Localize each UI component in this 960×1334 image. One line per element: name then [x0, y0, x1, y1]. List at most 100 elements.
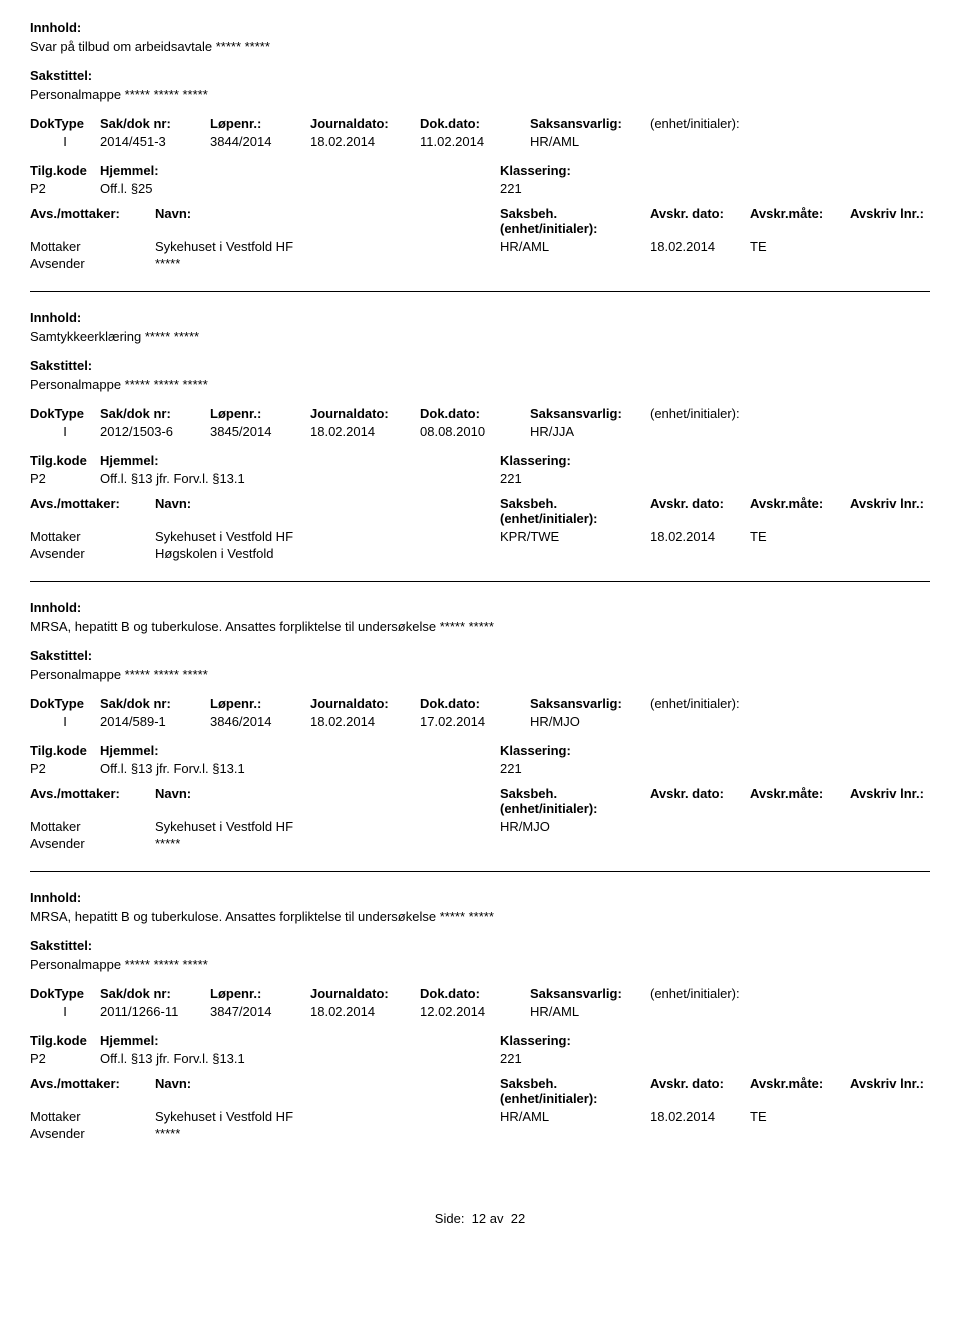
avskrivlnr-label: Avskriv lnr.:: [850, 496, 940, 526]
lopenr-label: Løpenr.:: [210, 986, 310, 1001]
sakdok-label: Sak/dok nr:: [100, 696, 210, 711]
doktype-label: DokType: [30, 986, 100, 1001]
avsender-navn: *****: [155, 1126, 500, 1141]
journal-record: Innhold: Samtykkeerklæring ***** ***** S…: [30, 310, 930, 582]
mottaker-label: Mottaker: [30, 819, 155, 834]
innhold-value: MRSA, hepatitt B og tuberkulose. Ansatte…: [30, 909, 930, 924]
journaldato-value: 18.02.2014: [310, 424, 420, 439]
sakstittel-label: Sakstittel:: [30, 358, 930, 373]
mottaker-row: Mottaker Sykehuset i Vestfold HF HR/AML …: [30, 239, 930, 254]
navn-label: Navn:: [155, 496, 500, 526]
mottaker-navn: Sykehuset i Vestfold HF: [155, 529, 500, 544]
avsender-navn: *****: [155, 836, 500, 851]
doktype-value: I: [30, 1004, 100, 1019]
hjemmel-label: Hjemmel:: [100, 163, 500, 178]
avs-header: Avs./mottaker: Navn: Saksbeh.(enhet/init…: [30, 496, 930, 526]
saksansvarlig-label: Saksansvarlig:: [530, 406, 650, 421]
doktype-label: DokType: [30, 116, 100, 131]
mottaker-saksbeh: HR/AML: [500, 1109, 650, 1124]
lopenr-value: 3846/2014: [210, 714, 310, 729]
dokdato-value: 08.08.2010: [420, 424, 530, 439]
sakstittel-label: Sakstittel:: [30, 938, 930, 953]
mottaker-avskrdato: 18.02.2014: [650, 1109, 750, 1124]
dokdato-value: 11.02.2014: [420, 134, 530, 149]
avsender-row: Avsender *****: [30, 1126, 930, 1141]
journaldato-label: Journaldato:: [310, 406, 420, 421]
page-total: 22: [511, 1211, 525, 1226]
dokdato-label: Dok.dato:: [420, 116, 530, 131]
mottaker-avskrmate: TE: [750, 529, 850, 544]
klassering-value: 221: [500, 1051, 900, 1066]
saksansvarlig-value: HR/MJO: [530, 714, 650, 729]
saksansvarlig-label: Saksansvarlig:: [530, 986, 650, 1001]
enhet-label: (enhet/initialer):: [650, 116, 770, 131]
avsender-row: Avsender *****: [30, 256, 930, 271]
meta-header: DokType Sak/dok nr: Løpenr.: Journaldato…: [30, 986, 930, 1001]
avsmottaker-label: Avs./mottaker:: [30, 206, 155, 236]
avskrmate-label: Avskr.måte:: [750, 1076, 850, 1106]
avsender-label: Avsender: [30, 1126, 155, 1141]
tilgkode-label: Tilg.kode: [30, 163, 100, 178]
avsmottaker-label: Avs./mottaker:: [30, 786, 155, 816]
lopenr-label: Løpenr.:: [210, 406, 310, 421]
dokdato-label: Dok.dato:: [420, 986, 530, 1001]
avsender-label: Avsender: [30, 836, 155, 851]
saksansvarlig-value: HR/AML: [530, 1004, 650, 1019]
avskrivlnr-label: Avskriv lnr.:: [850, 206, 940, 236]
innhold-value: Svar på tilbud om arbeidsavtale ***** **…: [30, 39, 930, 54]
innhold-value: Samtykkeerklæring ***** *****: [30, 329, 930, 344]
tilgkode-label: Tilg.kode: [30, 453, 100, 468]
tilg-values: P2 Off.l. §25 221: [30, 181, 930, 196]
innhold-label: Innhold:: [30, 890, 930, 905]
avskrmate-label: Avskr.måte:: [750, 206, 850, 236]
mottaker-row: Mottaker Sykehuset i Vestfold HF HR/MJO: [30, 819, 930, 834]
page-num: 12: [472, 1211, 486, 1226]
mottaker-row: Mottaker Sykehuset i Vestfold HF HR/AML …: [30, 1109, 930, 1124]
side-label: Side:: [435, 1211, 465, 1226]
meta-header: DokType Sak/dok nr: Løpenr.: Journaldato…: [30, 696, 930, 711]
journaldato-label: Journaldato:: [310, 696, 420, 711]
avskrmate-label: Avskr.måte:: [750, 496, 850, 526]
tilg-values: P2 Off.l. §13 jfr. Forv.l. §13.1 221: [30, 761, 930, 776]
hjemmel-value: Off.l. §13 jfr. Forv.l. §13.1: [100, 1051, 500, 1066]
doktype-label: DokType: [30, 696, 100, 711]
mottaker-saksbeh: HR/AML: [500, 239, 650, 254]
mottaker-navn: Sykehuset i Vestfold HF: [155, 1109, 500, 1124]
avskrdato-label: Avskr. dato:: [650, 496, 750, 526]
lopenr-label: Løpenr.:: [210, 116, 310, 131]
sakstittel-value: Personalmappe ***** ***** *****: [30, 667, 930, 682]
avs-header: Avs./mottaker: Navn: Saksbeh.(enhet/init…: [30, 1076, 930, 1106]
avsender-navn: Høgskolen i Vestfold: [155, 546, 500, 561]
innhold-label: Innhold:: [30, 20, 930, 35]
meta-values: I 2011/1266-11 3847/2014 18.02.2014 12.0…: [30, 1004, 930, 1019]
journaldato-value: 18.02.2014: [310, 134, 420, 149]
sakstittel-label: Sakstittel:: [30, 648, 930, 663]
mottaker-label: Mottaker: [30, 1109, 155, 1124]
dokdato-label: Dok.dato:: [420, 406, 530, 421]
mottaker-label: Mottaker: [30, 239, 155, 254]
saksansvarlig-value: HR/AML: [530, 134, 650, 149]
tilgkode-value: P2: [30, 761, 100, 776]
sakdok-value: 2011/1266-11: [100, 1004, 210, 1019]
hjemmel-label: Hjemmel:: [100, 743, 500, 758]
mottaker-navn: Sykehuset i Vestfold HF: [155, 819, 500, 834]
sakdok-value: 2012/1503-6: [100, 424, 210, 439]
tilgkode-label: Tilg.kode: [30, 743, 100, 758]
journal-record: Innhold: MRSA, hepatitt B og tuberkulose…: [30, 890, 930, 1161]
tilg-header: Tilg.kode Hjemmel: Klassering:: [30, 1033, 930, 1048]
meta-values: I 2014/451-3 3844/2014 18.02.2014 11.02.…: [30, 134, 930, 149]
pager: Side: 12 av 22: [30, 1211, 930, 1226]
navn-label: Navn:: [155, 786, 500, 816]
mottaker-saksbeh: KPR/TWE: [500, 529, 650, 544]
doktype-label: DokType: [30, 406, 100, 421]
avsmottaker-label: Avs./mottaker:: [30, 496, 155, 526]
avsender-row: Avsender *****: [30, 836, 930, 851]
sakdok-label: Sak/dok nr:: [100, 986, 210, 1001]
avskrdato-label: Avskr. dato:: [650, 1076, 750, 1106]
saksbeh-label: Saksbeh.(enhet/initialer):: [500, 206, 650, 236]
sakstittel-value: Personalmappe ***** ***** *****: [30, 87, 930, 102]
journaldato-label: Journaldato:: [310, 986, 420, 1001]
innhold-label: Innhold:: [30, 600, 930, 615]
mottaker-navn: Sykehuset i Vestfold HF: [155, 239, 500, 254]
sakstittel-label: Sakstittel:: [30, 68, 930, 83]
